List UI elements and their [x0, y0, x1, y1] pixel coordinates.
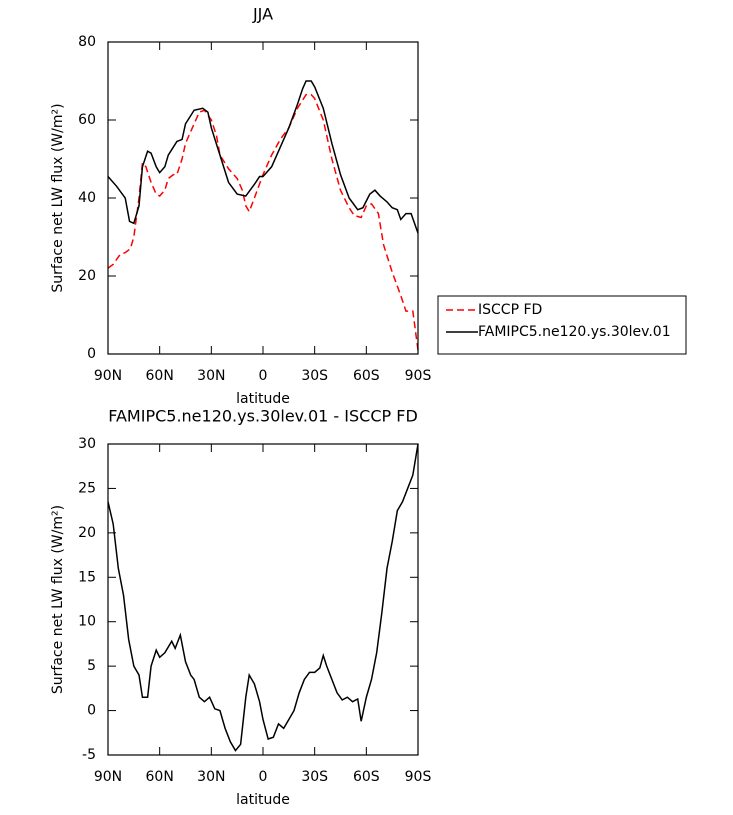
y-tick-label: 20 [78, 525, 96, 541]
x-tick-label: 90S [405, 769, 432, 785]
data-line [107, 80, 419, 234]
y-tick-label: 20 [78, 268, 96, 284]
x-axis-label: latitude [236, 792, 290, 808]
x-tick-label: 30N [197, 368, 225, 384]
x-tick-label: 90N [94, 769, 122, 785]
chart-title: FAMIPC5.ne120.ys.30lev.01 - ISCCP FD [108, 407, 418, 426]
plot-frame [107, 41, 419, 355]
plot-frame [107, 443, 419, 756]
x-tick-label: 60S [353, 769, 380, 785]
y-tick-label: 0 [87, 703, 96, 719]
x-tick-label: 30N [197, 769, 225, 785]
x-tick-label: 60N [146, 368, 174, 384]
y-tick-label: 60 [78, 112, 96, 128]
data-line [107, 93, 419, 351]
x-tick-label: 90S [405, 368, 432, 384]
legend-box [437, 295, 687, 355]
y-tick-label: 15 [78, 569, 96, 585]
legend-label: FAMIPC5.ne120.ys.30lev.01 [478, 324, 671, 340]
x-tick-label: 60N [146, 769, 174, 785]
x-tick-label: 60S [353, 368, 380, 384]
x-tick-label: 30S [301, 368, 328, 384]
x-tick-label: 0 [259, 769, 268, 785]
y-tick-label: 80 [78, 34, 96, 50]
y-tick-label: 40 [78, 190, 96, 206]
x-tick-label: 30S [301, 769, 328, 785]
chart-title: JJA [252, 5, 273, 24]
x-tick-label: 90N [94, 368, 122, 384]
y-axis-label: Surface net LW flux (W/m²) [50, 505, 66, 694]
data-line [107, 443, 419, 752]
y-tick-label: 5 [87, 658, 96, 674]
y-tick-label: 25 [78, 480, 96, 496]
y-axis-label: Surface net LW flux (W/m²) [50, 103, 66, 292]
legend-label: ISCCP FD [478, 302, 542, 318]
y-tick-label: -5 [82, 747, 96, 763]
x-tick-label: 0 [259, 368, 268, 384]
y-tick-label: 0 [87, 346, 96, 362]
x-axis-label: latitude [236, 391, 290, 407]
y-tick-label: 30 [78, 436, 96, 452]
y-tick-label: 10 [78, 614, 96, 630]
